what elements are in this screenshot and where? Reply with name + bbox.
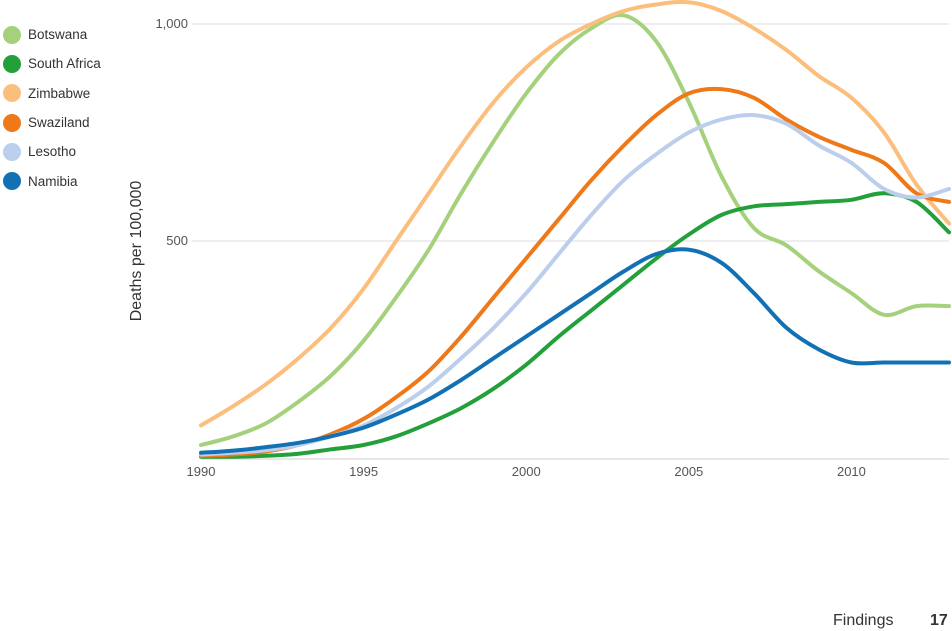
- legend-swatch: [3, 142, 21, 161]
- series-line-zimbabwe: [199, 0, 951, 428]
- legend-swatch: [3, 113, 21, 132]
- y-tick-label: 1,000: [155, 16, 188, 31]
- x-tick-label: 2005: [674, 464, 703, 479]
- chart-legend: Botswana South Africa Zimbabwe Swaziland Les…: [3, 20, 101, 196]
- legend-label: Swaziland: [28, 115, 90, 131]
- legend-item: Botswana: [3, 20, 101, 49]
- y-axis-title: Deaths per 100,000: [128, 181, 145, 322]
- series-line-swaziland: [199, 86, 951, 458]
- series-layer: [199, 0, 951, 459]
- legend-item: Swaziland: [3, 108, 101, 137]
- x-tick-label: 1990: [187, 464, 216, 479]
- legend-swatch: [3, 54, 21, 73]
- series-line-namibia: [199, 247, 951, 455]
- legend-item: Zimbabwe: [3, 79, 101, 108]
- legend-swatch: [3, 25, 21, 44]
- axis-layer: 500 1,000 1990 1995 2000 2005 2010 Deaths per 1…: [128, 16, 949, 479]
- x-tick-label: 2010: [837, 464, 866, 479]
- y-tick-label: 500: [166, 233, 188, 248]
- legend-label: Namibia: [28, 173, 78, 189]
- legend-item: Lesotho: [3, 137, 101, 166]
- legend-swatch: [3, 84, 21, 103]
- x-tick-label: 1995: [349, 464, 378, 479]
- legend-label: Lesotho: [28, 144, 77, 160]
- legend-label: Zimbabwe: [28, 85, 91, 101]
- legend-label: South Africa: [28, 56, 101, 72]
- legend-swatch: [3, 172, 21, 191]
- legend-label: Botswana: [28, 27, 88, 43]
- x-tick-label: 2000: [512, 464, 541, 479]
- grid-layer: [192, 23, 949, 242]
- series-line-botswana: [199, 12, 951, 447]
- legend-item: Namibia: [3, 166, 101, 195]
- series-line-south-africa: [199, 191, 951, 459]
- legend-item: South Africa: [3, 49, 101, 78]
